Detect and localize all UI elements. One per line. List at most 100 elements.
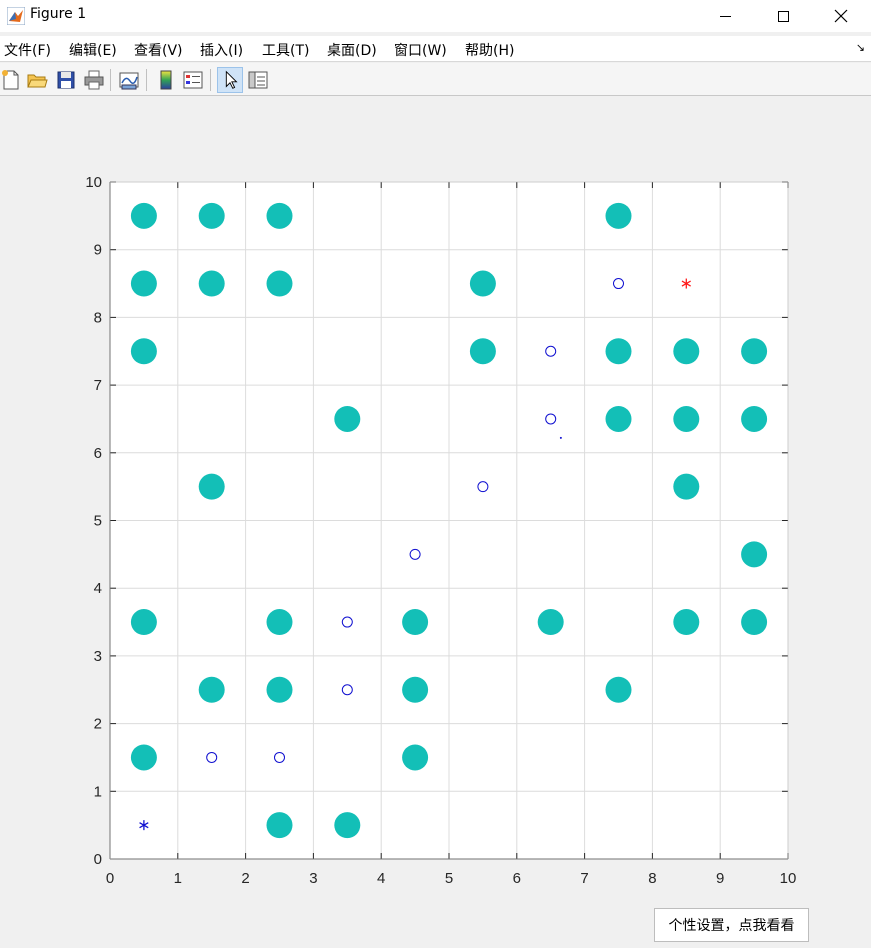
y-tick-label: 10 — [85, 174, 102, 191]
path-point — [477, 481, 489, 493]
obstacle-point — [266, 609, 293, 636]
x-tick-label: 3 — [309, 870, 317, 887]
start-point — [139, 820, 149, 831]
menu-edit[interactable]: 编辑(E) — [69, 43, 117, 59]
save-icon[interactable] — [55, 69, 77, 91]
link-plot-icon[interactable] — [118, 69, 140, 91]
x-tick-label: 0 — [106, 870, 114, 887]
y-tick-label: 2 — [94, 716, 102, 733]
toolbar-separator — [146, 69, 147, 91]
x-tick-label: 10 — [780, 870, 797, 887]
minimize-button[interactable] — [696, 0, 754, 32]
x-tick-label: 5 — [445, 870, 453, 887]
close-button[interactable] — [812, 0, 870, 32]
obstacle-point — [741, 405, 768, 432]
menu-insert[interactable]: 插入(I) — [200, 43, 244, 59]
y-tick-label: 0 — [94, 851, 102, 868]
obstacle-point — [469, 270, 496, 297]
obstacle-point — [673, 473, 700, 500]
obstacle-point — [130, 338, 157, 365]
path-point — [274, 751, 285, 763]
path-point — [545, 413, 557, 425]
menu-bar: 文件(F) 编辑(E) 查看(V) 插入(I) 工具(T) 桌面(D) 窗口(W… — [0, 36, 871, 62]
obstacle-point — [741, 338, 768, 365]
menu-file[interactable]: 文件(F) — [4, 43, 51, 59]
goal-point — [681, 278, 691, 289]
x-tick-label: 2 — [241, 870, 249, 887]
menu-help[interactable]: 帮助(H) — [465, 43, 515, 59]
y-tick-label: 3 — [94, 648, 102, 665]
window-title: Figure 1 — [30, 6, 87, 22]
obstacle-point — [266, 270, 293, 297]
obstacle-point — [402, 676, 429, 703]
obstacle-point — [605, 338, 632, 365]
obstacle-point — [334, 405, 361, 432]
menu-tools[interactable]: 工具(T) — [262, 43, 310, 59]
toolbar-separator — [110, 69, 111, 91]
legend-icon[interactable] — [182, 69, 204, 91]
pointer-icon[interactable] — [217, 67, 243, 93]
menu-desktop[interactable]: 桌面(D) — [327, 43, 377, 59]
obstacle-point — [266, 202, 293, 229]
obstacle-point — [130, 744, 157, 771]
open-file-icon[interactable] — [26, 69, 48, 91]
path-point — [341, 684, 353, 696]
obstacle-point — [266, 812, 293, 839]
obstacle-point — [673, 609, 700, 636]
obstacle-point — [402, 744, 429, 771]
path-point — [341, 616, 353, 628]
x-tick-label: 1 — [174, 870, 182, 887]
obstacle-point — [130, 202, 157, 229]
print-icon[interactable] — [83, 69, 105, 91]
obstacle-point — [130, 609, 157, 636]
minimize-icon — [719, 15, 731, 17]
obstacle-point — [198, 270, 225, 297]
colorbar-icon[interactable] — [155, 69, 177, 91]
obstacle-point — [402, 609, 429, 636]
close-icon — [834, 9, 848, 23]
obstacle-point — [266, 676, 293, 703]
obstacle-point — [605, 676, 632, 703]
y-tick-label: 1 — [94, 783, 102, 800]
obstacle-point — [198, 473, 225, 500]
new-figure-icon[interactable] — [0, 69, 22, 91]
path-point — [206, 751, 218, 763]
x-tick-label: 4 — [377, 870, 385, 887]
y-tick-label: 5 — [94, 513, 102, 530]
obstacle-point — [198, 202, 225, 229]
property-inspector-icon[interactable] — [247, 69, 269, 91]
obstacle-point — [334, 812, 361, 839]
current-point — [559, 436, 562, 439]
path-point — [545, 345, 557, 357]
dock-arrow-icon[interactable]: ↘ — [855, 41, 865, 54]
path-point — [613, 278, 624, 290]
obstacle-point — [673, 338, 700, 365]
x-tick-label: 9 — [716, 870, 724, 887]
y-tick-label: 4 — [94, 580, 102, 597]
obstacle-point — [673, 405, 700, 432]
obstacle-point — [537, 609, 564, 636]
x-tick-label: 6 — [513, 870, 521, 887]
toolbar-separator — [210, 69, 211, 91]
plot-border — [109, 181, 789, 860]
y-tick-label: 7 — [94, 377, 102, 394]
obstacle-point — [605, 202, 632, 229]
path-point — [409, 548, 421, 560]
obstacle-point — [130, 270, 157, 297]
settings-tooltip[interactable]: 个性设置，点我看看 — [654, 908, 809, 942]
toolbar — [0, 63, 871, 96]
obstacle-point — [605, 405, 632, 432]
obstacle-point — [469, 338, 496, 365]
menu-window[interactable]: 窗口(W) — [394, 43, 447, 59]
maximize-icon — [777, 10, 789, 22]
x-tick-label: 8 — [648, 870, 656, 887]
x-tick-label: 7 — [580, 870, 588, 887]
y-tick-label: 9 — [94, 242, 102, 259]
maximize-button[interactable] — [754, 0, 812, 32]
menu-view[interactable]: 查看(V) — [134, 43, 183, 59]
obstacle-point — [741, 541, 768, 568]
obstacle-point — [741, 609, 768, 636]
title-bar: Figure 1 — [0, 0, 871, 32]
